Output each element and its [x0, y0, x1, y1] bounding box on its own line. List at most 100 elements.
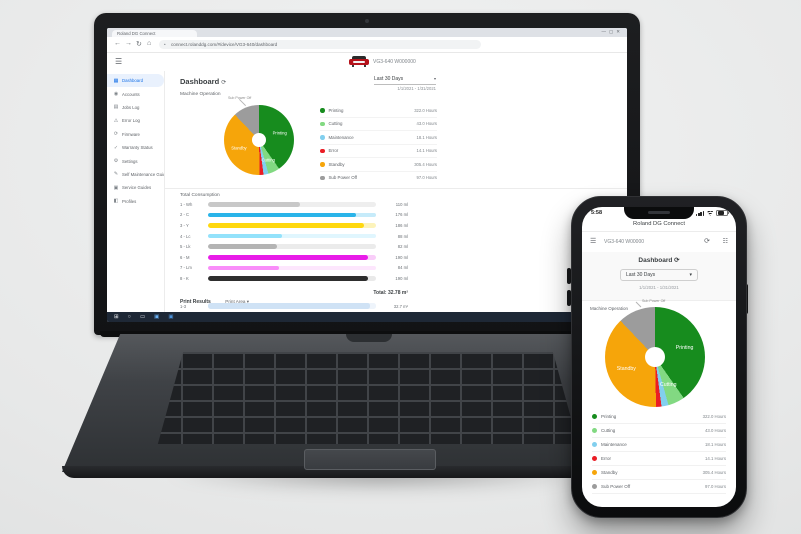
status-icons — [696, 209, 729, 216]
bar-fill — [208, 244, 277, 249]
bar-fill — [208, 212, 356, 218]
bar-track — [208, 303, 376, 309]
pie-slice-label: Printing — [675, 344, 694, 351]
legend-color-dot — [320, 162, 325, 167]
refresh-icon[interactable]: ⟳ — [704, 238, 710, 245]
pie-callout-line — [635, 301, 642, 308]
print-results-total: Total: 32.78 m² — [373, 290, 408, 296]
date-range-select[interactable]: Last 30 Days ▾ — [374, 76, 436, 85]
battery-icon — [716, 209, 729, 216]
speaker-slit — [648, 211, 670, 214]
windows-taskbar: ⊞ ○ ▭ ▣ ▣ — [107, 312, 627, 322]
legend-item: Maintenance 18.1 Hours — [592, 438, 726, 452]
window-controls[interactable]: —▢✕ — [601, 29, 623, 35]
title-divider — [582, 231, 736, 232]
reload-icon[interactable]: ↻ — [136, 41, 142, 48]
bar-row: 3 - Y 186 ml — [180, 220, 408, 231]
taskbar-app-1-icon[interactable]: ▣ — [154, 314, 160, 320]
dashboard-content: Dashboard ⟳ Last 30 Days ▾ 1/1/2021 - 1/3… — [180, 71, 440, 312]
taskbar-start-icon[interactable]: ⊞ — [114, 314, 119, 320]
legend-item: Cutting 43.0 Hours — [320, 118, 437, 131]
pie-callout-line — [238, 98, 247, 107]
refresh-icon[interactable]: ⟳ — [221, 80, 227, 86]
sidebar-item-firmware[interactable]: ⟳ Firmware — [107, 128, 164, 141]
sidebar-item-warranty-status[interactable]: ✓ Warranty Status — [107, 141, 164, 154]
browser-tab[interactable]: Roland DG Connect — [112, 30, 197, 37]
refresh-icon[interactable]: ⟳ — [674, 257, 680, 264]
bar-track — [208, 244, 376, 249]
sidebar-item-label: Self Maintenance Guide — [122, 171, 164, 177]
sidebar-item-profiles[interactable]: ◧ Profiles — [107, 195, 164, 208]
print-area-select[interactable]: Print Area ▾ — [225, 299, 250, 306]
wifi-icon — [706, 210, 714, 216]
chevron-down-icon: ▾ — [689, 272, 692, 278]
legend-value: 97.0 Hours — [416, 175, 437, 181]
bar-value: 110 ml — [395, 201, 408, 207]
sidebar-item-service-guides[interactable]: ▣ Service Guides — [107, 181, 164, 194]
sidebar-item-self-maintenance-guide[interactable]: ✎ Self Maintenance Guide — [107, 168, 164, 181]
bar-track — [208, 255, 376, 260]
date-range-select[interactable]: Last 30 Days ▾ — [620, 269, 698, 281]
sidebar: ▦ Dashboard ◉ Accounts ▤ Jobs Log ⚠ Error Log ⟳ F… — [107, 71, 165, 315]
bar-row: 4 - Lc 88 ml — [180, 231, 408, 242]
laptop-trackpad[interactable] — [304, 449, 436, 470]
filter-icon[interactable]: ☷ — [722, 239, 728, 245]
total-consumption-label: Total Consumption — [180, 193, 220, 198]
sidebar-item-jobs-log[interactable]: ▤ Jobs Log — [107, 101, 164, 114]
accounts-icon: ◉ — [113, 91, 119, 98]
firmware-icon: ⟳ — [113, 131, 119, 138]
legend-item: Maintenance 18.1 Hours — [320, 131, 437, 145]
laptop-screen: Roland DG Connect —▢✕ ← → ↻ ⌂ • connect.… — [107, 28, 627, 322]
maximize-icon[interactable]: ▢ — [608, 29, 617, 34]
volume-up-button[interactable] — [567, 268, 571, 284]
bar-value: 176 ml — [395, 212, 408, 218]
close-icon[interactable]: ✕ — [616, 29, 623, 34]
legend-label: Standby — [328, 161, 345, 167]
home-icon[interactable]: ⌂ — [147, 40, 152, 47]
bar-row: 6 - M 190 ml — [180, 252, 408, 263]
ink-consumption-bars: 1 - Wh 110 ml 2 - C 176 ml 3 - Y 186 ml 4 - Lc… — [180, 199, 408, 284]
phone-dashboard-head: Dashboard ⟳ Last 30 Days ▾ 1/1/2021 - 1/3… — [582, 252, 736, 301]
bar-value: 82 ml — [397, 244, 408, 250]
taskbar-search-icon[interactable]: ○ — [127, 314, 131, 320]
sidebar-item-accounts[interactable]: ◉ Accounts — [107, 87, 164, 100]
device-label[interactable]: VG3-640 W00000 — [604, 239, 645, 245]
print-results-title: Print Results — [180, 299, 211, 305]
minimize-icon[interactable]: — — [601, 29, 609, 34]
legend-item: Sub Power Off 97.0 Hours — [592, 480, 726, 494]
legend-color-dot — [320, 175, 325, 180]
chevron-down-icon: ▾ — [246, 299, 250, 304]
browser-tabstrip: Roland DG Connect —▢✕ — [107, 28, 627, 37]
print-results-header: Print Results Print Area ▾ Total: 32.78 … — [180, 290, 408, 306]
sidebar-item-label: Warranty Status — [122, 145, 153, 151]
taskbar-task-view-icon[interactable]: ▭ — [139, 314, 146, 320]
sidebar-item-settings[interactable]: ⚙ Settings — [107, 154, 164, 167]
taskbar-app-2-icon[interactable]: ▣ — [168, 314, 174, 320]
back-icon[interactable]: ← — [114, 40, 121, 47]
pie-callout-label: Sub Power Off — [228, 96, 252, 100]
chevron-down-icon: ▾ — [433, 76, 436, 81]
sidebar-item-dashboard[interactable]: ▦ Dashboard — [107, 74, 164, 88]
bar-value: 190 ml — [395, 254, 408, 260]
laptop-keyboard[interactable] — [157, 352, 579, 444]
device-selector[interactable]: VG3-640 W000000 — [349, 56, 416, 67]
legend-color-dot — [320, 108, 325, 113]
address-bar[interactable]: • connect.rolanddg.com/#/device/VG3-640/… — [159, 40, 481, 49]
pie-slice-label: Standby — [231, 145, 247, 151]
bar-label: 7 - Lm — [180, 265, 192, 271]
legend-item: Sub Power Off 97.0 Hours — [320, 172, 437, 185]
legend-color-dot — [592, 414, 597, 419]
phone-app-title: Roland DG Connect — [633, 221, 685, 227]
legend-value: 18.1 Hours — [416, 134, 437, 140]
menu-icon[interactable]: ☰ — [590, 238, 597, 245]
legend-value: 14.1 Hours — [704, 456, 726, 461]
error-log-icon: ⚠ — [113, 117, 119, 124]
bar-track — [208, 265, 376, 271]
volume-down-button[interactable] — [567, 290, 571, 306]
sidebar-item-error-log[interactable]: ⚠ Error Log — [107, 114, 164, 127]
menu-icon[interactable]: ☰ — [115, 57, 123, 66]
forward-icon[interactable]: → — [125, 40, 132, 47]
bar-label: 5 - Lk — [180, 244, 191, 250]
legend-value: 322.0 Hours — [414, 107, 437, 113]
